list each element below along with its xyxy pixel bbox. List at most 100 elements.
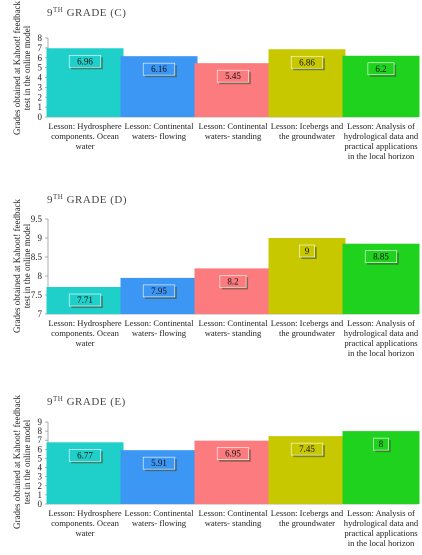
x-tick-label-line: Lesson: Icebergs and: [271, 508, 344, 518]
x-tick-label-line: waters- flowing: [132, 131, 187, 141]
y-tick-label: 6: [38, 444, 43, 454]
y-tick-label: 0: [38, 499, 43, 509]
data-label: 5.45: [225, 71, 241, 81]
x-tick-label-line: waters- standing: [205, 518, 262, 528]
chart-title-number: 9: [47, 396, 53, 408]
y-axis-label-line: Grades obtained at Kahoot! feedback: [12, 199, 22, 333]
data-label: 6.2: [375, 64, 386, 74]
x-tick-label-line: in the local horizon: [348, 348, 415, 358]
y-tick-label: 5: [38, 453, 43, 463]
data-label-box: [142, 284, 176, 298]
x-tick-label-line: components. Ocean: [51, 328, 119, 338]
data-label-box: [68, 449, 102, 462]
x-tick-label: Lesson: Continental waters- standing: [199, 318, 269, 338]
chart-title-superscript: TH: [53, 395, 63, 403]
x-tick-label: Lesson: Hydrosphere components. Ocean wate…: [48, 121, 121, 151]
data-label-box: [219, 275, 247, 288]
data-label-box: [298, 244, 315, 258]
y-axis-label-line: test in the online model: [22, 25, 32, 110]
chart-title: 9TH GRADE (C): [47, 6, 126, 19]
x-tick-label-line: water: [75, 528, 94, 538]
x-tick-label-line: waters- flowing: [132, 518, 187, 528]
x-tick-label: Lesson: Continental waters- flowing: [125, 121, 195, 141]
chart-title-superscript: TH: [53, 193, 63, 201]
data-label-box: [216, 69, 250, 83]
x-tick-label-line: in the local horizon: [348, 538, 415, 548]
x-tick-label: Lesson: Continental waters- flowing: [125, 508, 195, 528]
x-tick-label-line: practical applications: [344, 528, 418, 538]
x-tick-label: Lesson: Icebergs and the groundwater: [271, 508, 344, 528]
y-tick-label: 5: [38, 63, 43, 73]
x-tick-label-line: practical applications: [344, 141, 418, 151]
x-tick-label-line: Lesson: Hydrosphere: [48, 508, 121, 518]
data-label: 6.96: [77, 56, 93, 66]
chart-title: 9TH GRADE (E): [47, 395, 126, 408]
data-label: 9: [305, 246, 310, 256]
x-tick-label: Lesson: Analysis of hydrological data and…: [344, 508, 419, 548]
x-tick-label-line: the groundwater: [279, 328, 335, 338]
chart-title-text: GRADE (D): [63, 194, 127, 206]
x-tick-label-line: Lesson: Continental: [199, 121, 269, 131]
y-tick-label: 4: [38, 73, 43, 83]
x-tick-label-line: the groundwater: [279, 518, 335, 528]
y-axis-label: Grades obtained at Kahoot! feedbacktest …: [12, 395, 32, 529]
x-tick-label: Lesson: Icebergs and the groundwater: [271, 121, 344, 141]
y-tick-label: 2: [38, 481, 43, 491]
y-tick-label: 9.5: [31, 214, 43, 224]
y-tick-label: 4: [38, 463, 43, 473]
y-tick-label: 7.5: [31, 290, 43, 300]
data-label: 7.71: [77, 295, 93, 305]
x-tick-label: Lesson: Continental waters- standing: [199, 121, 269, 141]
x-tick-label-line: Lesson: Hydrosphere: [48, 121, 121, 131]
chart-title-number: 9: [47, 7, 53, 19]
y-tick-label: 3: [38, 472, 43, 482]
x-tick-label-line: Lesson: Analysis of: [347, 318, 415, 328]
chart-e: 9TH GRADE (E) Grades obtained at Kahoot! …: [12, 395, 420, 548]
chart-title-number: 9: [47, 194, 53, 206]
x-tick-label-line: Lesson: Analysis of: [347, 121, 415, 131]
x-tick-label-line: the groundwater: [279, 131, 335, 141]
y-tick-label: 8: [38, 271, 43, 281]
x-tick-label-line: in the local horizon: [348, 151, 415, 161]
chart-title-superscript: TH: [53, 6, 63, 14]
data-label: 6.16: [151, 64, 167, 74]
data-label: 6.77: [77, 450, 93, 460]
x-tick-label-line: Lesson: Icebergs and: [271, 318, 344, 328]
y-axis-label-line: Grades obtained at Kahoot! feedback: [12, 1, 22, 135]
x-tick-label-line: Lesson: Hydrosphere: [48, 318, 121, 328]
y-tick-label: 8: [38, 33, 43, 43]
x-tick-label-line: Lesson: Continental: [199, 318, 269, 328]
y-tick-label: 6: [38, 53, 43, 63]
data-label: 8: [379, 439, 384, 449]
data-label-box: [290, 442, 324, 456]
data-label: 6.86: [299, 57, 315, 67]
x-tick-label-line: hydrological data and: [344, 131, 419, 141]
x-tick-label-line: waters- standing: [205, 131, 262, 141]
data-label-box: [216, 447, 250, 460]
y-tick-label: 7: [38, 309, 43, 319]
x-tick-label-line: waters- standing: [205, 328, 262, 338]
y-axis-label-line: test in the online model: [22, 223, 32, 308]
data-label: 7.45: [299, 444, 315, 454]
x-tick-label-line: components. Ocean: [51, 518, 119, 528]
y-axis-label-line: Grades obtained at Kahoot! feedback: [12, 395, 22, 529]
y-tick-label: 9: [38, 417, 43, 427]
y-tick-label: 2: [38, 92, 43, 102]
chart-title-text: GRADE (C): [63, 7, 126, 19]
x-tick-label-line: waters- flowing: [132, 328, 187, 338]
data-label-box: [372, 437, 389, 451]
x-tick-label-line: Lesson: Analysis of: [347, 508, 415, 518]
data-label: 5.91: [151, 458, 167, 468]
x-tick-label-line: Lesson: Continental: [125, 121, 195, 131]
y-tick-label: 1: [38, 102, 43, 112]
data-label-box: [142, 62, 176, 76]
data-label: 8.2: [227, 276, 238, 286]
x-tick-label-line: water: [75, 141, 94, 151]
x-tick-label-line: Lesson: Continental: [125, 508, 195, 518]
x-tick-label: Lesson: Continental waters- flowing: [125, 318, 195, 338]
data-label-box: [367, 62, 395, 76]
data-label-box: [142, 456, 176, 470]
y-tick-label: 8.5: [31, 252, 43, 262]
data-label: 6.95: [225, 449, 241, 459]
y-tick-label: 1: [38, 490, 43, 500]
